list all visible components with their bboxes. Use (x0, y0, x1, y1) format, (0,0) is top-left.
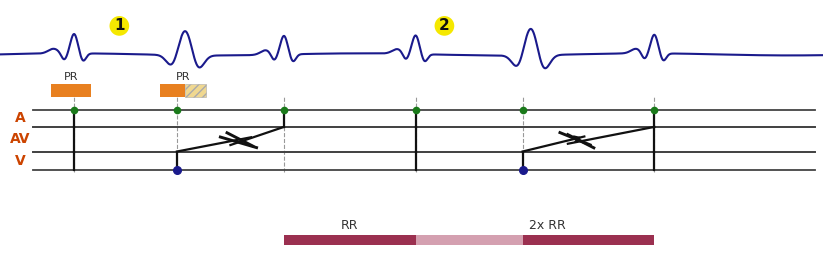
Text: 1: 1 (114, 18, 124, 33)
Text: AV: AV (11, 132, 30, 146)
Bar (284, 235, 416, 245)
Text: RR: RR (341, 219, 359, 232)
Bar (416, 235, 523, 245)
Text: PR: PR (63, 71, 78, 82)
Bar (160, 84, 185, 97)
Bar (51, 84, 91, 97)
Ellipse shape (109, 16, 129, 36)
Text: 2: 2 (439, 18, 450, 33)
Text: 2x RR: 2x RR (529, 219, 565, 232)
Bar (185, 84, 206, 97)
Bar (523, 235, 654, 245)
Ellipse shape (435, 16, 454, 36)
Text: A: A (15, 111, 26, 126)
Text: V: V (15, 154, 26, 168)
Text: PR: PR (176, 71, 190, 82)
